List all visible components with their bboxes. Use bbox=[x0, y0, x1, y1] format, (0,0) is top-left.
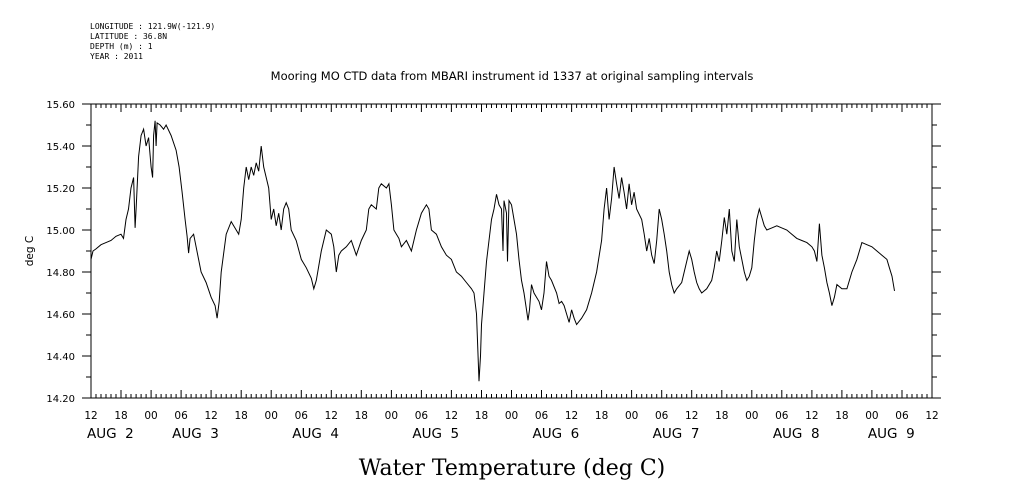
y-tick-label: 14.80 bbox=[46, 268, 75, 279]
x-tick-label: 18 bbox=[595, 410, 608, 422]
day-label: AUG 6 bbox=[533, 426, 580, 442]
day-label: AUG 2 bbox=[87, 426, 134, 442]
x-tick-label: 06 bbox=[535, 410, 549, 422]
x-tick-label: 06 bbox=[775, 410, 789, 422]
x-tick-label: 12 bbox=[805, 410, 818, 422]
tick-marks bbox=[82, 103, 941, 399]
x-tick-label: 18 bbox=[234, 410, 247, 422]
day-label: AUG 7 bbox=[653, 426, 700, 442]
x-tick-label: 00 bbox=[745, 410, 758, 422]
x-tick-label: 06 bbox=[895, 410, 909, 422]
y-tick-label: 14.60 bbox=[46, 310, 75, 321]
day-label: AUG 8 bbox=[773, 426, 820, 442]
y-tick-label: 15.20 bbox=[46, 184, 75, 195]
x-tick-label: 06 bbox=[295, 410, 309, 422]
x-tick-label: 06 bbox=[415, 410, 429, 422]
x-axis-label: Water Temperature (deg C) bbox=[359, 456, 666, 481]
axis-ticks bbox=[82, 103, 941, 399]
x-tick-label: 18 bbox=[114, 410, 127, 422]
x-tick-label: 06 bbox=[655, 410, 669, 422]
x-tick-label: 00 bbox=[505, 410, 518, 422]
x-tick-label: 18 bbox=[475, 410, 488, 422]
y-tick-label: 15.60 bbox=[46, 100, 75, 111]
metadata-block: LONGITUDE : 121.9W(-121.9) LATITUDE : 36… bbox=[90, 22, 215, 62]
depth-label: DEPTH (m) : 1 bbox=[90, 42, 153, 51]
x-tick-label: 18 bbox=[715, 410, 728, 422]
y-axis-label: deg C bbox=[24, 236, 36, 266]
x-tick-labels: 12 18 00 06 12 18 00 06 12 18 00 06 12 18 00 06 12 18 00 06… bbox=[84, 410, 938, 422]
x-tick-label: 12 bbox=[325, 410, 338, 422]
y-tick-labels: 14.20 14.40 14.60 14.80 15.00 15.20 15.40 15.60 bbox=[46, 100, 75, 405]
y-tick-label: 14.40 bbox=[46, 352, 75, 363]
day-label: AUG 4 bbox=[292, 426, 339, 442]
x-tick-label: 12 bbox=[84, 410, 97, 422]
series-line-water-temperature bbox=[90, 120, 895, 382]
x-tick-label: 00 bbox=[385, 410, 398, 422]
day-label: AUG 5 bbox=[412, 426, 459, 442]
day-labels: AUG 2 AUG 3 AUG 4 AUG 5 AUG 6 AUG 7 AUG 8 AUG 9 bbox=[87, 426, 915, 442]
x-tick-label: 12 bbox=[565, 410, 578, 422]
latitude-label: LATITUDE : 36.8N bbox=[90, 32, 168, 41]
x-tick-label: 06 bbox=[174, 410, 188, 422]
x-tick-label: 12 bbox=[204, 410, 217, 422]
x-tick-label: 12 bbox=[445, 410, 458, 422]
x-tick-label: 00 bbox=[144, 410, 157, 422]
y-tick-label: 15.40 bbox=[46, 142, 75, 153]
plot-frame bbox=[90, 103, 933, 399]
x-tick-label: 00 bbox=[265, 410, 278, 422]
x-tick-label: 00 bbox=[865, 410, 878, 422]
longitude-label: LONGITUDE : 121.9W(-121.9) bbox=[90, 22, 216, 31]
x-tick-label: 12 bbox=[685, 410, 698, 422]
x-tick-label: 18 bbox=[835, 410, 848, 422]
day-label: AUG 3 bbox=[172, 426, 219, 442]
x-tick-label: 18 bbox=[355, 410, 368, 422]
day-label: AUG 9 bbox=[868, 426, 915, 442]
chart-title: Mooring MO CTD data from MBARI instrumen… bbox=[271, 69, 754, 83]
x-tick-label: 12 bbox=[925, 410, 938, 422]
y-tick-label: 15.00 bbox=[46, 226, 75, 237]
x-tick-label: 00 bbox=[625, 410, 638, 422]
year-label: YEAR : 2011 bbox=[90, 52, 143, 61]
y-tick-label: 14.20 bbox=[46, 394, 75, 405]
